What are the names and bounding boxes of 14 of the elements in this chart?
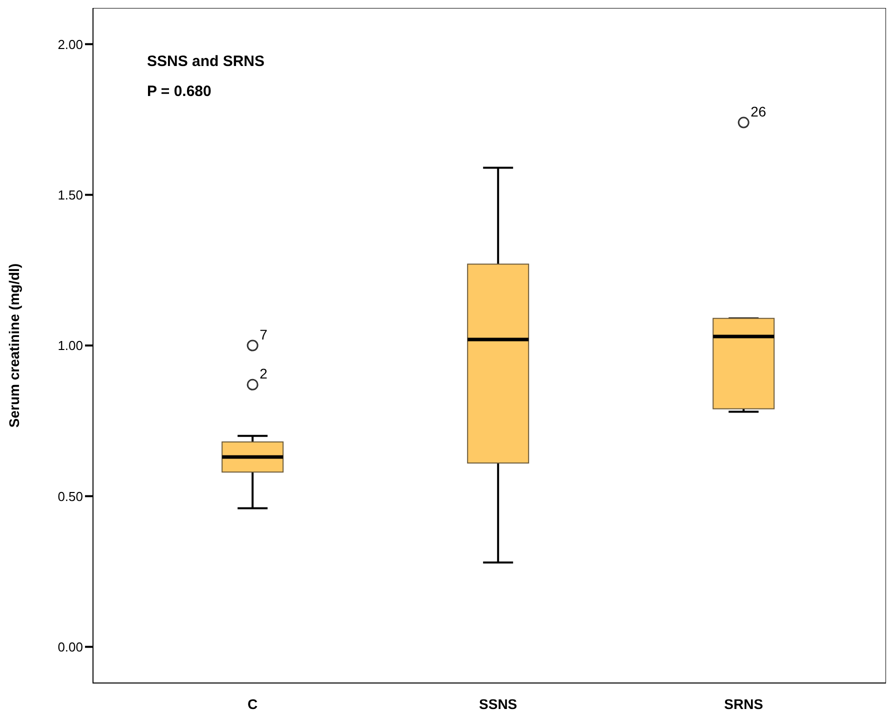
- y-tick-label: 1.00: [58, 338, 83, 354]
- annotation: 7: [260, 326, 268, 342]
- x-tick-label: C: [248, 696, 258, 712]
- x-tick-label: SSNS: [479, 696, 518, 712]
- annotation: 26: [750, 104, 766, 120]
- annotation: SSNS and SRNS: [147, 53, 265, 70]
- x-tick-label: SRNS: [724, 696, 764, 712]
- y-axis-title: Serum creatinine (mg/dl): [6, 263, 22, 428]
- annotation: 2: [260, 366, 268, 382]
- y-tick-label: 1.50: [58, 187, 83, 202]
- annotation: P = 0.680: [147, 83, 212, 100]
- y-tick-label: 0.50: [58, 488, 83, 504]
- y-tick-label: 0.00: [58, 639, 83, 654]
- y-tick-label: 2.00: [58, 36, 83, 52]
